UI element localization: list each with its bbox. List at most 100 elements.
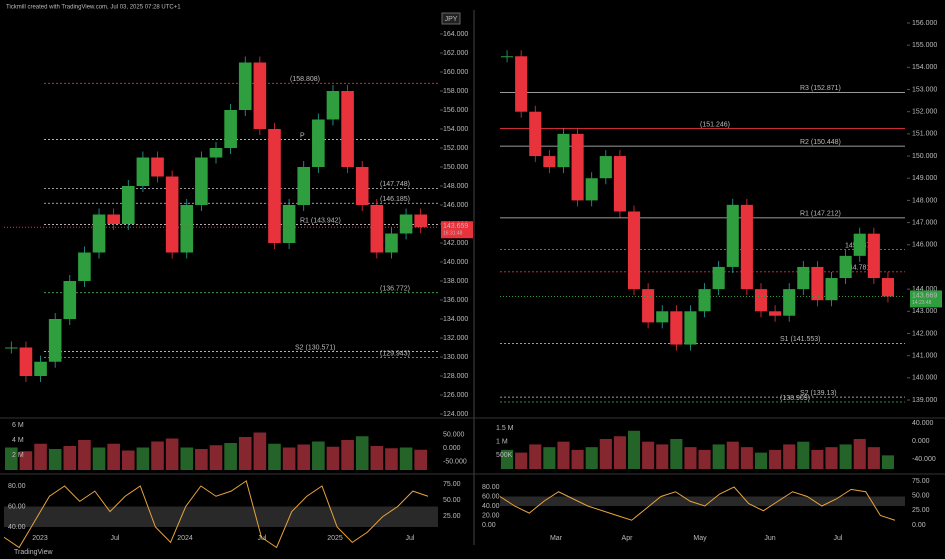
price-tick-label: 134.000 xyxy=(443,316,468,323)
candle xyxy=(656,311,669,323)
candle xyxy=(754,289,768,312)
volume-bar xyxy=(642,441,655,469)
candle xyxy=(881,278,894,297)
flow-tick-label: 0.000 xyxy=(443,445,461,452)
volume-bar xyxy=(613,436,626,469)
volume-bar xyxy=(92,447,106,470)
volume-bar xyxy=(501,449,514,469)
volume-bar xyxy=(355,436,369,470)
price-tick-label: 151.000 xyxy=(912,131,937,138)
candle xyxy=(48,319,62,362)
candle xyxy=(684,311,697,345)
price-tick-label: 140.000 xyxy=(443,259,468,266)
candle xyxy=(385,233,398,253)
volume-bar xyxy=(754,452,768,469)
price-tick-label: 128.000 xyxy=(443,373,468,380)
candle xyxy=(92,214,106,253)
price-tick-label: 124.000 xyxy=(443,411,468,418)
candle xyxy=(5,347,18,349)
osc-tick-label: 60.00 xyxy=(482,493,500,500)
level-label: (146.185) xyxy=(380,196,410,203)
candle xyxy=(811,266,824,301)
osc-tick-label: 25.00 xyxy=(912,507,930,514)
candle xyxy=(740,204,753,290)
countdown: 16:31:48 xyxy=(443,231,463,237)
price-tick-label: 141.000 xyxy=(912,352,937,359)
volume-tick-label: 500K xyxy=(496,452,513,459)
candle xyxy=(712,266,725,290)
flow-tick-label: 0.000 xyxy=(912,438,930,445)
candle xyxy=(501,56,514,58)
volume-bar xyxy=(839,444,852,469)
flow-tick-label: -50.000 xyxy=(443,458,467,465)
candle xyxy=(627,211,641,290)
last-price: 143.669 xyxy=(912,292,937,299)
candle xyxy=(224,110,237,148)
header-title: Tickmill created with TradingView.com, J… xyxy=(6,5,181,11)
candle xyxy=(769,311,782,316)
level-label: S1 (141.553) xyxy=(780,336,820,343)
candle xyxy=(585,178,598,201)
candle xyxy=(557,133,570,168)
candle xyxy=(642,289,655,323)
volume-bar xyxy=(195,449,208,470)
candle xyxy=(726,204,739,267)
candle xyxy=(282,205,296,243)
countdown: 14:23:48 xyxy=(912,300,932,306)
volume-bar xyxy=(783,444,796,469)
osc-tick-label: 40.00 xyxy=(8,524,26,531)
price-tick-label: 142.000 xyxy=(912,330,937,337)
volume-bar xyxy=(34,443,47,470)
volume-bar xyxy=(341,440,354,470)
osc-tick-label: 40.00 xyxy=(482,503,500,510)
level-label: R3 (152.871) xyxy=(800,85,841,92)
volume-bar xyxy=(312,441,325,470)
volume-bar xyxy=(165,438,179,470)
level-label: (158.808) xyxy=(290,76,320,83)
price-tick-label: 149.000 xyxy=(912,175,937,182)
price-tick-label: 155.000 xyxy=(912,42,937,49)
level-label: (147.748) xyxy=(380,181,410,188)
candle xyxy=(797,266,810,290)
price-tick-label: 126.000 xyxy=(443,392,468,399)
price-tick-label: 138.000 xyxy=(443,278,468,285)
x-label: Mar xyxy=(550,535,563,542)
volume-bar xyxy=(543,447,556,469)
candle xyxy=(180,205,194,253)
volume-bar xyxy=(209,445,223,470)
level-label: R2 (150.448) xyxy=(800,139,841,146)
volume-bar xyxy=(599,438,612,469)
volume-bar xyxy=(881,455,894,469)
price-tick-label: 139.000 xyxy=(912,397,937,404)
volume-bar xyxy=(811,449,824,469)
candle xyxy=(839,255,852,279)
price-tick-label: 140.000 xyxy=(912,375,937,382)
candle xyxy=(297,167,311,205)
x-label: Apr xyxy=(622,535,634,542)
osc-tick-label: 75.00 xyxy=(912,478,930,485)
x-label: May xyxy=(693,535,707,542)
price-tick-label: 153.000 xyxy=(912,86,937,93)
currency: JPY xyxy=(445,16,458,23)
price-tick-label: 146.000 xyxy=(912,242,937,249)
volume-bar xyxy=(399,447,413,470)
candle xyxy=(783,289,796,316)
candle xyxy=(238,62,252,110)
candle xyxy=(253,62,267,129)
volume-bar xyxy=(282,447,296,470)
volume-bar xyxy=(253,432,267,470)
price-tick-label: 164.000 xyxy=(443,31,468,38)
osc-band xyxy=(4,506,438,527)
level-label: (129.943) xyxy=(380,350,410,357)
level-label: 144.781 xyxy=(845,265,870,272)
volume-bar xyxy=(238,437,252,470)
last-price: 143.659 xyxy=(443,223,468,230)
level-label: P xyxy=(300,132,305,139)
flow-tick-label: 50.000 xyxy=(443,431,465,438)
volume-bar xyxy=(515,452,528,469)
level-label: R1 (147.212) xyxy=(800,211,841,218)
osc-tick-label: 80.00 xyxy=(482,484,500,491)
candle xyxy=(78,252,91,281)
price-tick-label: 154.000 xyxy=(912,64,937,71)
